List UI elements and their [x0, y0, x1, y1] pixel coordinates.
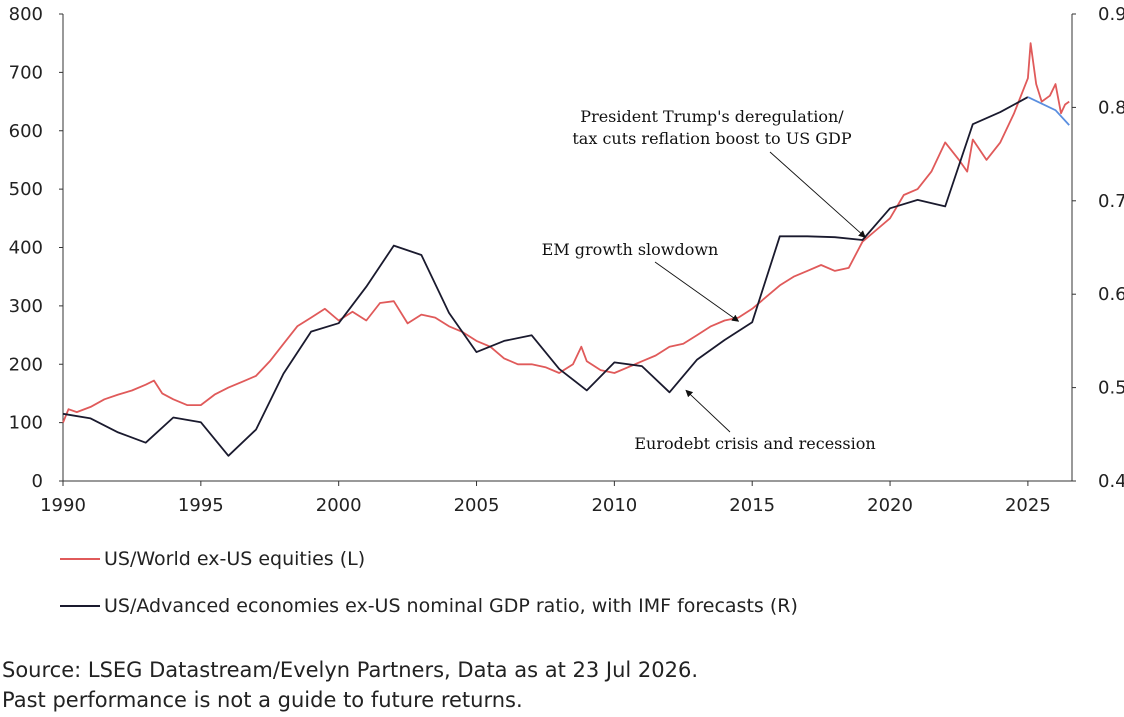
disclaimer-note: Past performance is not a guide to futur… [2, 688, 523, 712]
legend-label-gdp: US/Advanced economies ex-US nominal GDP … [104, 595, 798, 617]
left-tick-label: 0 [32, 471, 43, 492]
right-tick-label: 0.8 [1098, 97, 1124, 118]
right-tick-label: 0.9 [1098, 4, 1124, 25]
x-tick-label: 2020 [867, 495, 913, 516]
legend-item-equities: US/World ex-US equities (L) [60, 548, 365, 570]
x-tick-label: 2010 [591, 495, 637, 516]
x-tick-label: 1990 [40, 495, 86, 516]
x-tick-label: 1995 [178, 495, 224, 516]
source-note: Source: LSEG Datastream/Evelyn Partners,… [2, 658, 699, 682]
left-tick-label: 600 [9, 121, 43, 142]
annotation-text: EM growth slowdown [542, 240, 719, 259]
legend-label-equities: US/World ex-US equities (L) [104, 548, 366, 570]
left-tick-label: 100 [9, 413, 43, 434]
left-tick-label: 700 [9, 62, 43, 83]
annotation-text: tax cuts reflation boost to US GDP [572, 129, 851, 148]
series-line-gdp-ratio [62, 96, 1029, 457]
series-line-equities [62, 42, 1070, 423]
left-tick-label: 500 [9, 179, 43, 200]
annotation-text: Eurodebt crisis and recession [634, 434, 875, 453]
dual-axis-line-chart: 0 100 200 300 400 500 600 700 800 0.4 0.5 0.6 0.7 0.8… [9, 4, 1124, 516]
annotation-text: President Trump's deregulation/ [580, 107, 844, 126]
right-tick-label: 0.5 [1098, 378, 1124, 399]
annotation-arrow [769, 151, 866, 238]
x-tick-label: 2015 [729, 495, 775, 516]
x-tick-label: 2000 [316, 495, 362, 516]
right-tick-label: 0.6 [1098, 284, 1124, 305]
right-tick-label: 0.4 [1098, 471, 1124, 492]
x-tick-label: 2025 [1005, 495, 1051, 516]
annotation-arrow [654, 261, 740, 322]
left-tick-label: 300 [9, 296, 43, 317]
series-line-gdp-forecast [1027, 96, 1070, 126]
right-tick-label: 0.7 [1098, 191, 1124, 212]
left-tick-label: 400 [9, 238, 43, 259]
left-tick-label: 200 [9, 354, 43, 375]
legend-swatch-equities [60, 558, 100, 560]
legend-item-gdp: US/Advanced economies ex-US nominal GDP … [60, 595, 798, 617]
left-tick-label: 800 [9, 4, 43, 25]
annotation-arrow [685, 389, 731, 433]
x-tick-label: 2005 [454, 495, 500, 516]
legend-swatch-gdp [60, 605, 100, 607]
